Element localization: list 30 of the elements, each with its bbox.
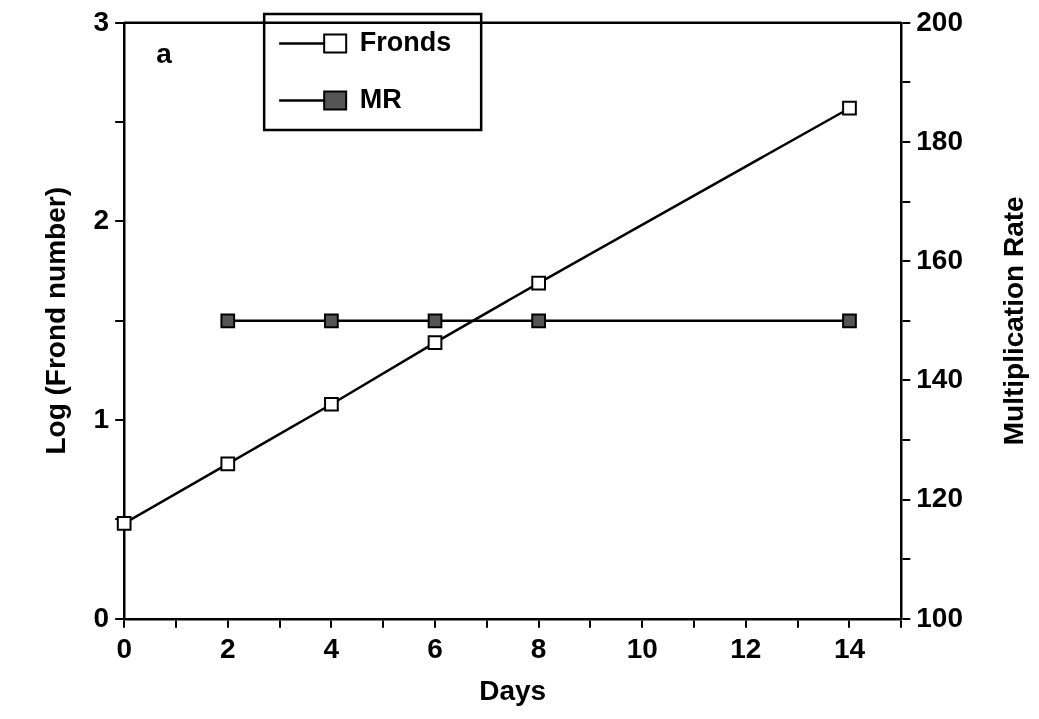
y2-tick-label: 120 <box>916 482 963 514</box>
x-tick-label: 4 <box>323 633 340 665</box>
legend-label: MR <box>359 83 402 114</box>
y-tick-label: 1 <box>93 402 110 434</box>
y-tick-label: 0 <box>93 601 110 633</box>
x-tick-label: 0 <box>116 633 132 665</box>
x-tick-label: 10 <box>626 633 658 665</box>
y2-tick-label: 160 <box>916 243 963 275</box>
x-tick-label: 12 <box>730 633 762 665</box>
y2-axis-title: Multiplication Rate <box>997 196 1029 446</box>
y-tick-label: 2 <box>93 204 110 236</box>
x-tick-label: 8 <box>530 633 547 665</box>
point <box>842 100 857 116</box>
annotation: a <box>156 37 173 69</box>
y2-tick-label: 100 <box>916 601 963 633</box>
point <box>116 516 132 531</box>
x-tick-label: 2 <box>220 633 236 665</box>
point <box>220 456 236 472</box>
y2-tick-label: 200 <box>916 5 963 37</box>
point <box>427 335 443 351</box>
y-tick-label: 3 <box>93 5 110 37</box>
y-axis-title: Log (Frond number) <box>39 187 71 455</box>
x-axis-title: Days <box>479 674 547 706</box>
point <box>324 396 339 412</box>
point <box>531 275 546 291</box>
y2-tick-label: 180 <box>916 124 963 156</box>
y2-tick-label: 140 <box>916 363 963 395</box>
x-tick-label: 14 <box>833 633 866 665</box>
legend-label: Fronds <box>359 26 452 57</box>
x-tick-label: 6 <box>427 633 443 665</box>
